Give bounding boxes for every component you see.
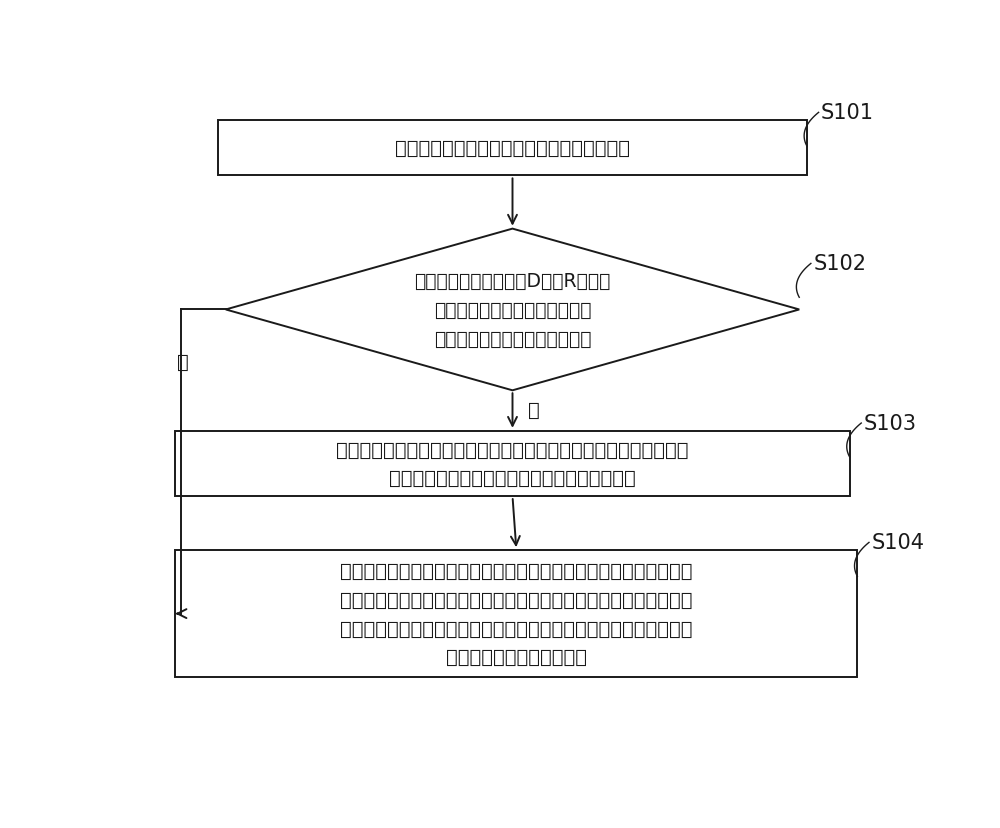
Text: S103: S103 — [864, 413, 917, 434]
FancyBboxPatch shape — [175, 551, 857, 677]
FancyBboxPatch shape — [218, 121, 807, 176]
FancyBboxPatch shape — [175, 431, 850, 497]
Text: S104: S104 — [871, 532, 924, 553]
Text: 是: 是 — [528, 401, 540, 420]
Text: 否: 否 — [177, 353, 189, 372]
Text: 当电动汽车的制动踏板的开度小于第一制动踏板开度阈值且保持预设
时间时，控制电动汽车的电机进入扭矩控制模式: 当电动汽车的制动踏板的开度小于第一制动踏板开度阈值且保持预设 时间时，控制电动汽… — [336, 440, 689, 488]
Text: 采集电动汽车的档位信号和制动踏板开度信号: 采集电动汽车的档位信号和制动踏板开度信号 — [395, 139, 630, 158]
Polygon shape — [226, 229, 799, 391]
Text: 当电动汽车的档位处于D挡或R挡时，
判断电动汽车的制动踏板的开度
是否小于第一制动踏板开度阈值: 当电动汽车的档位处于D挡或R挡时， 判断电动汽车的制动踏板的开度 是否小于第一制… — [414, 272, 611, 349]
Text: S102: S102 — [813, 254, 866, 274]
Text: S101: S101 — [821, 104, 874, 123]
Text: 当电动汽车的制动踏板的开度大于或等于第一制动踏板开度阈值，且
电动汽车的制动踏板的开度小于第二制动踏板开度阈值时，电动汽车
的制动踏板的状态保持上一时刻状态，其: 当电动汽车的制动踏板的开度大于或等于第一制动踏板开度阈值，且 电动汽车的制动踏板… — [340, 561, 693, 667]
